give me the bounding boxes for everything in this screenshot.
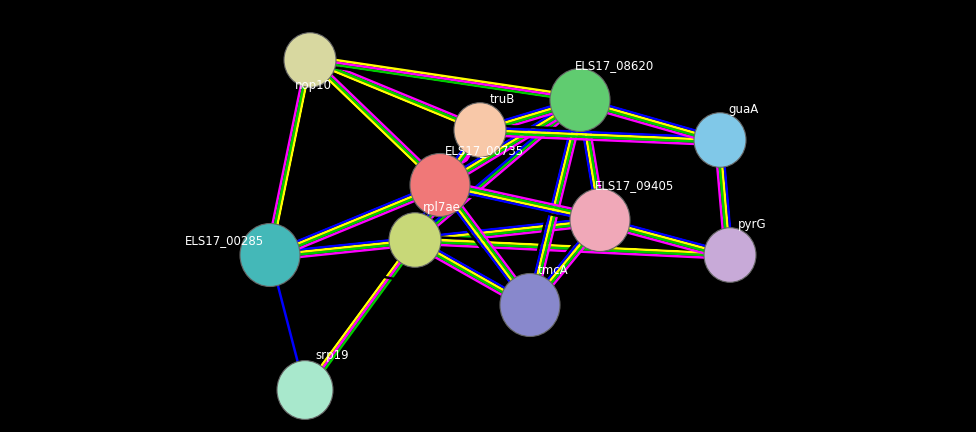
Ellipse shape [570, 188, 630, 251]
Text: ELS17_00735: ELS17_00735 [445, 144, 524, 157]
Text: tmcA: tmcA [538, 264, 569, 277]
Ellipse shape [550, 69, 610, 131]
Ellipse shape [277, 361, 333, 419]
Text: srp19: srp19 [315, 349, 348, 362]
Text: ELS17_09405: ELS17_09405 [595, 179, 674, 192]
Ellipse shape [410, 153, 470, 216]
Ellipse shape [704, 228, 756, 282]
Text: truB: truB [490, 93, 515, 106]
Text: ELS17_00285: ELS17_00285 [185, 234, 264, 247]
Text: guaA: guaA [728, 103, 758, 116]
Text: pyrG: pyrG [738, 218, 766, 231]
Ellipse shape [500, 273, 560, 337]
Ellipse shape [694, 113, 746, 167]
Ellipse shape [240, 223, 300, 286]
Text: ELS17_08620: ELS17_08620 [575, 59, 654, 72]
Text: nop10: nop10 [295, 79, 332, 92]
Ellipse shape [284, 33, 336, 87]
Ellipse shape [454, 103, 506, 157]
Ellipse shape [389, 213, 441, 267]
Text: rpl7ae: rpl7ae [423, 201, 461, 214]
